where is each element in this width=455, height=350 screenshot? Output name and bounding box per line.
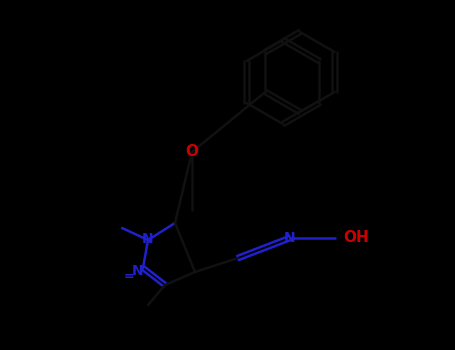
Text: N: N [142,232,154,246]
Text: =: = [124,270,134,282]
Text: N: N [284,231,296,245]
Text: N: N [132,264,144,278]
Text: O: O [186,145,198,160]
Text: OH: OH [343,231,369,245]
